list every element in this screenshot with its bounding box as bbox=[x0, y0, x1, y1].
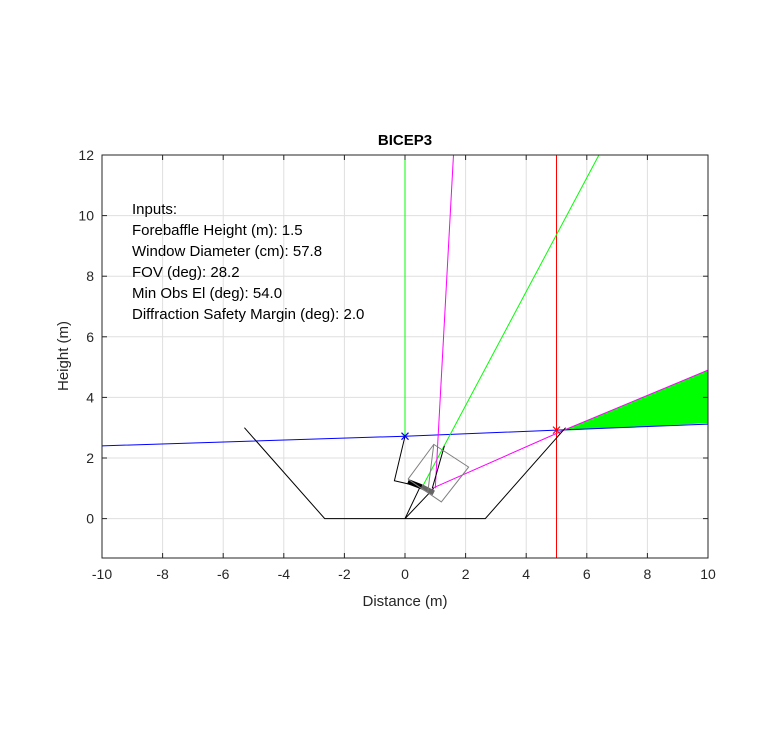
x-tick-label: -2 bbox=[338, 566, 351, 582]
y-tick-label: 4 bbox=[86, 389, 94, 405]
y-tick-label: 12 bbox=[78, 147, 94, 163]
x-tick-label: 10 bbox=[700, 566, 716, 582]
series-line bbox=[407, 443, 470, 503]
tick-layer: -10 -8 -6 -4 -2 0 2 4 6 8 10 0 2 4 6 8 10 12 bbox=[78, 147, 716, 582]
annotation-line: Inputs: bbox=[132, 201, 177, 218]
x-tick-label: -6 bbox=[217, 566, 230, 582]
annotation-line: Min Obs El (deg): 54.0 bbox=[132, 285, 282, 302]
series-line bbox=[427, 444, 435, 493]
y-tick-label: 8 bbox=[86, 268, 94, 284]
series-line bbox=[431, 445, 445, 489]
y-tick-label: 0 bbox=[86, 511, 94, 527]
marker-stroke bbox=[552, 426, 561, 435]
series-line bbox=[102, 423, 708, 447]
x-tick-label: -10 bbox=[92, 566, 112, 582]
series-line bbox=[432, 430, 563, 489]
marker-stroke bbox=[401, 432, 409, 441]
series-line bbox=[434, 155, 454, 489]
marker-x bbox=[552, 426, 561, 435]
x-tick-label: 0 bbox=[401, 566, 409, 582]
y-tick-label: 10 bbox=[78, 208, 94, 224]
x-tick-label: 2 bbox=[462, 566, 470, 582]
x-axis-label: Distance (m) bbox=[362, 593, 447, 610]
x-tick-label: 6 bbox=[583, 566, 591, 582]
series-line bbox=[404, 486, 421, 519]
annotation-line: Forebaffle Height (m): 1.5 bbox=[132, 222, 303, 239]
y-tick-label: 6 bbox=[86, 329, 94, 345]
x-tick-label: 8 bbox=[644, 566, 652, 582]
y-tick-label: 2 bbox=[86, 450, 94, 466]
series-line bbox=[562, 369, 708, 432]
series-line bbox=[422, 155, 600, 486]
annotation-line: Window Diameter (cm): 57.8 bbox=[132, 243, 322, 260]
y-axis-label: Height (m) bbox=[55, 321, 72, 391]
x-tick-label: -4 bbox=[278, 566, 291, 582]
x-tick-label: -8 bbox=[156, 566, 169, 582]
annotation-line: FOV (deg): 28.2 bbox=[132, 264, 240, 281]
marker-x bbox=[401, 432, 409, 441]
x-tick-label: 4 bbox=[522, 566, 530, 582]
data-layer bbox=[102, 155, 708, 558]
chart-title: BICEP3 bbox=[378, 132, 432, 149]
annotation-line: Diffraction Safety Margin (deg): 2.0 bbox=[132, 306, 364, 323]
inputs-annotation: Inputs: Forebaffle Height (m): 1.5 Windo… bbox=[132, 201, 364, 323]
plot-content bbox=[102, 155, 708, 558]
